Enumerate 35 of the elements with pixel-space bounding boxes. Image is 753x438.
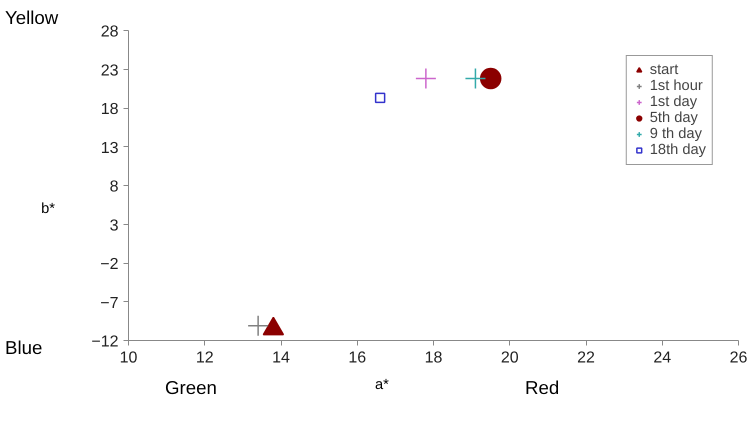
y-tick-label: 3 (110, 217, 119, 234)
x-tick-label: 24 (653, 350, 672, 366)
point (480, 68, 502, 90)
legend-label: 18th day (650, 142, 706, 158)
y-tick-label: 13 (100, 140, 119, 157)
y-tick-label: −7 (100, 294, 119, 312)
point (374, 92, 386, 104)
text: Yellow (5, 6, 58, 30)
y-tick-label: 18 (100, 101, 119, 118)
legend-label: 1st hour (650, 78, 703, 94)
y-tick-label: 8 (110, 178, 119, 196)
x-tick-label: 16 (348, 350, 366, 366)
y-tick-label: −12 (91, 334, 119, 350)
point (415, 68, 437, 90)
legend-label: 5th day (650, 110, 698, 126)
x-tick-label: 14 (272, 350, 290, 366)
point (247, 315, 269, 337)
x-tick-label: 12 (196, 350, 214, 366)
x-tick-label: 10 (120, 350, 138, 366)
y-tick-label: 28 (100, 24, 119, 40)
legend-label: 1st day (650, 94, 698, 110)
x-axis-title: a* (375, 376, 389, 395)
y-tick-label: −2 (100, 256, 119, 273)
x-tick-label: 18 (424, 350, 442, 366)
legend-label: 9 th day (650, 126, 702, 142)
x-tick-label: 22 (577, 350, 595, 366)
legend-label: start (650, 62, 678, 78)
text: Green (165, 376, 217, 400)
y-tick-label: 23 (100, 62, 119, 80)
text: Blue (5, 336, 42, 360)
y-axis-title: b* (41, 200, 55, 219)
point (464, 68, 486, 90)
x-tick-label: 26 (730, 350, 748, 366)
text: Red (525, 376, 560, 400)
x-tick-label: 20 (500, 350, 519, 366)
